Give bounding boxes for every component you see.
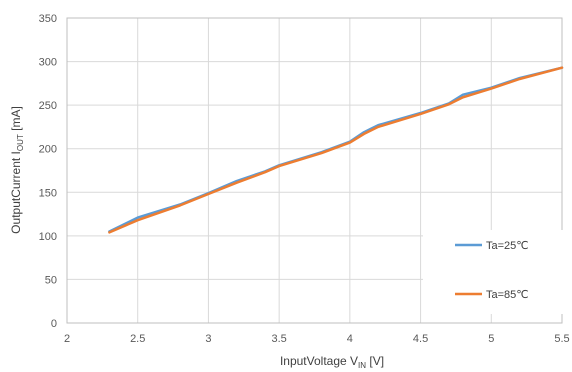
x-axis-title: InputVoltage VIN [V] (280, 354, 384, 370)
y-tick-label: 0 (51, 318, 57, 330)
x-tick-label: 5 (488, 333, 494, 345)
series-line-85c (108, 66, 564, 234)
legend-box (423, 230, 563, 314)
y-tick-label: 250 (39, 100, 57, 112)
x-tick-label: 3.5 (271, 333, 286, 345)
y-tick-label: 150 (39, 187, 57, 199)
x-tick-label: 4.5 (413, 333, 428, 345)
legend: Ta=25℃ Ta=85℃ (423, 230, 563, 314)
legend-label-25c: Ta=25℃ (486, 240, 529, 252)
x-tick-label: 4 (347, 333, 353, 345)
y-tick-label: 350 (39, 13, 57, 25)
y-tick-label: 100 (39, 231, 57, 243)
x-tick-label: 5.5 (554, 333, 569, 345)
y-tick-labels: 0 50 100 150 200 250 300 350 (39, 13, 57, 330)
x-tick-label: 3 (205, 333, 211, 345)
y-tick-label: 50 (45, 274, 57, 286)
x-tick-labels: 2 2.5 3 3.5 4 4.5 5 5.5 (64, 333, 570, 345)
x-tick-label: 2.5 (130, 333, 145, 345)
legend-label-85c: Ta=85℃ (486, 289, 529, 301)
x-tick-label: 2 (64, 333, 70, 345)
y-tick-label: 200 (39, 144, 57, 156)
series-lines (108, 66, 564, 234)
grid (66, 17, 563, 324)
y-axis-title: OutputCurrent IOUT [mA] (9, 106, 25, 234)
y-tick-label: 300 (39, 57, 57, 69)
plot-border (66, 17, 563, 324)
